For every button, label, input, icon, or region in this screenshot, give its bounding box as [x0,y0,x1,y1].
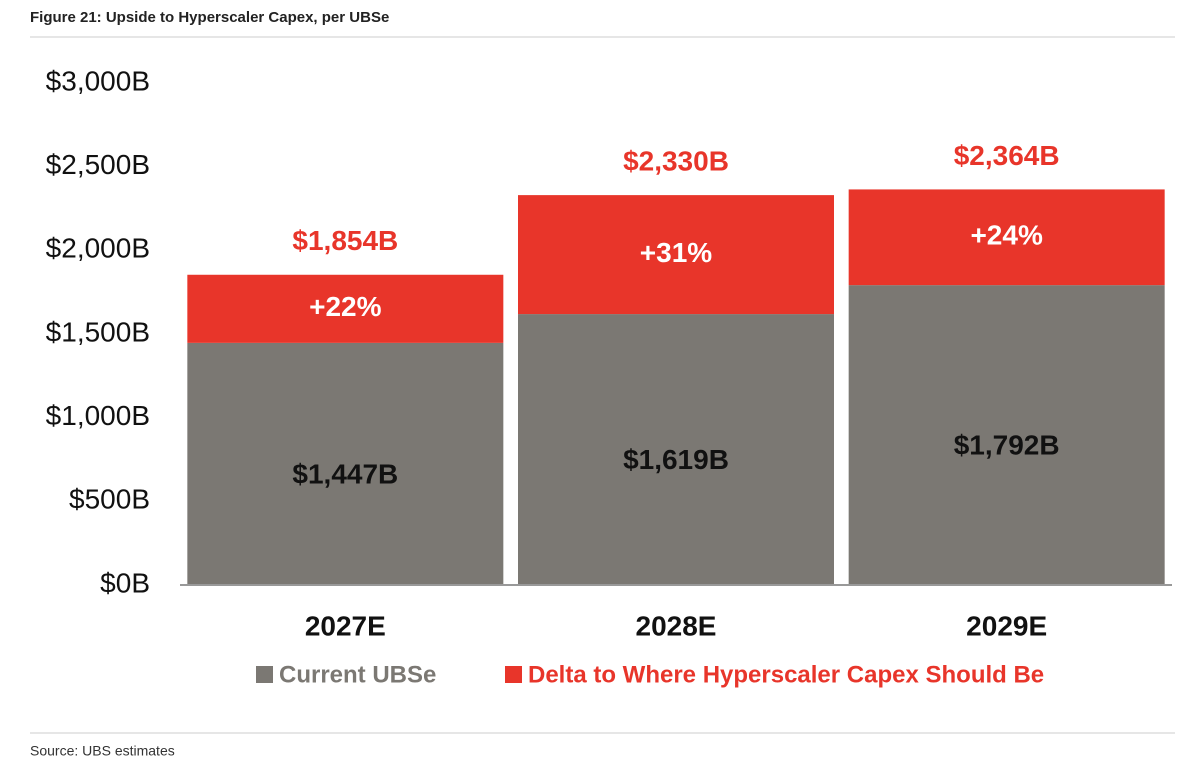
legend-label: Current UBSe [279,661,436,688]
y-tick-label: $3,000B [46,65,150,96]
legend-label: Delta to Where Hyperscaler Capex Should … [528,661,1044,688]
value-label: $1,447B [292,458,398,489]
chart-title: Figure 21: Upside to Hyperscaler Capex, … [30,9,389,26]
bar-segment [187,274,504,343]
bar-segment [518,314,834,585]
legend-swatch [505,666,522,683]
source: Source: UBS estimates [30,743,175,759]
total-label: $2,364B [954,140,1060,171]
total-label: $1,854B [292,225,398,256]
bar-segment [848,189,1165,286]
legend-swatch [256,666,273,683]
bar-segment [848,285,1165,585]
value-label: +24% [970,220,1042,251]
x-tick-label: 2029E [966,610,1047,641]
value-label: +22% [309,291,381,322]
y-tick-label: $0B [100,567,150,598]
y-tick-label: $2,000B [46,233,150,264]
x-tick-label: 2027E [305,610,386,641]
y-tick-label: $1,500B [46,316,150,347]
value-label: $1,792B [954,429,1060,460]
value-label: $1,619B [623,444,729,475]
value-label: +31% [640,237,712,268]
total-label: $2,330B [623,146,729,177]
bar-segment [187,342,504,585]
x-tick-label: 2028E [636,610,717,641]
y-tick-label: $1,000B [46,400,150,431]
bar-segment [518,195,834,315]
y-tick-label: $2,500B [46,149,150,180]
y-tick-label: $500B [69,484,150,515]
